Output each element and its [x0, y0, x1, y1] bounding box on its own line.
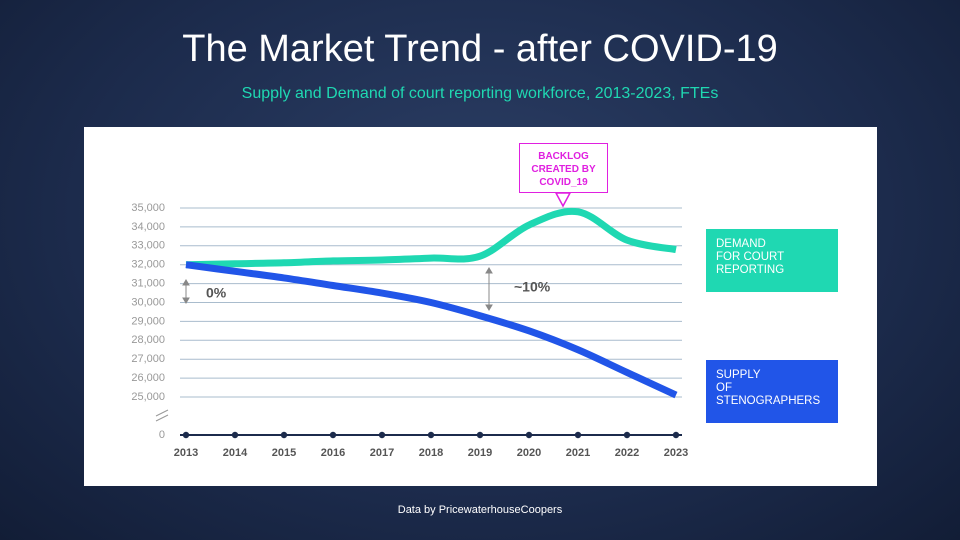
axis-dot: [623, 431, 631, 439]
series-line: [185, 207, 677, 269]
x-tick-label: 2020: [517, 447, 541, 459]
y-tick-label: 27,000: [131, 353, 165, 365]
axis-dot: [525, 431, 533, 439]
callout-pointer: [554, 192, 572, 208]
axis-dot: [378, 431, 386, 439]
y-tick-label: 29,000: [131, 315, 165, 327]
x-tick-label: 2013: [174, 447, 198, 459]
x-tick-label: 2017: [370, 447, 394, 459]
annotation: ~10%: [514, 279, 551, 295]
chart-panel: [84, 127, 877, 486]
subtitle: Supply and Demand of court reporting wor…: [241, 85, 719, 102]
y-tick-label: 33,000: [131, 240, 165, 252]
series-line: [185, 261, 678, 399]
y-tick-label: 25,000: [131, 391, 165, 403]
plot: 0 25,000 26,000 27,000 28,000 29,000 30,000 31,…: [131, 202, 688, 459]
callout: BACKLOG CREATED BY COVID_19: [519, 143, 608, 193]
annotation-arrows: [182, 267, 493, 311]
axis-dot: [476, 431, 484, 439]
x-tick-label: 2021: [566, 447, 590, 459]
x-tick-label: 2014: [223, 447, 248, 459]
y-tick-label: 26,000: [131, 372, 165, 384]
axis-dot: [182, 431, 190, 439]
y-tick-label: 35,000: [131, 202, 165, 214]
x-tick-label: 2016: [321, 447, 345, 459]
axis-dot: [427, 431, 435, 439]
axis-break: [155, 409, 169, 417]
axis-dot: [329, 431, 337, 439]
y-tick-label: 31,000: [131, 278, 165, 290]
legend-demand: DEMAND FOR COURT REPORTING: [706, 229, 838, 292]
x-tick-label: 2015: [272, 447, 296, 459]
axis-dot: [574, 431, 582, 439]
annotation: 0%: [206, 285, 227, 301]
axis-dot: [672, 431, 680, 439]
axis-dot: [280, 431, 288, 439]
y-tick-label: 28,000: [131, 334, 165, 346]
y-tick-label: 32,000: [131, 259, 165, 271]
source: Data by PricewaterhouseCoopers: [397, 504, 563, 516]
axis-break: [155, 414, 169, 422]
axis-dot: [231, 431, 239, 439]
x-tick-label: 2023: [664, 447, 688, 459]
x-tick-label: 2019: [468, 447, 492, 459]
y-tick-label: 30,000: [131, 296, 165, 308]
x-tick-label: 2018: [419, 447, 443, 459]
y-tick-label: 34,000: [131, 221, 165, 233]
title: The Market Trend - after COVID-19: [182, 28, 778, 70]
y-tick-label: 0: [159, 429, 165, 441]
legend-supply: SUPPLY OF STENOGRAPHERS: [706, 360, 838, 423]
x-tick-label: 2022: [615, 447, 639, 459]
